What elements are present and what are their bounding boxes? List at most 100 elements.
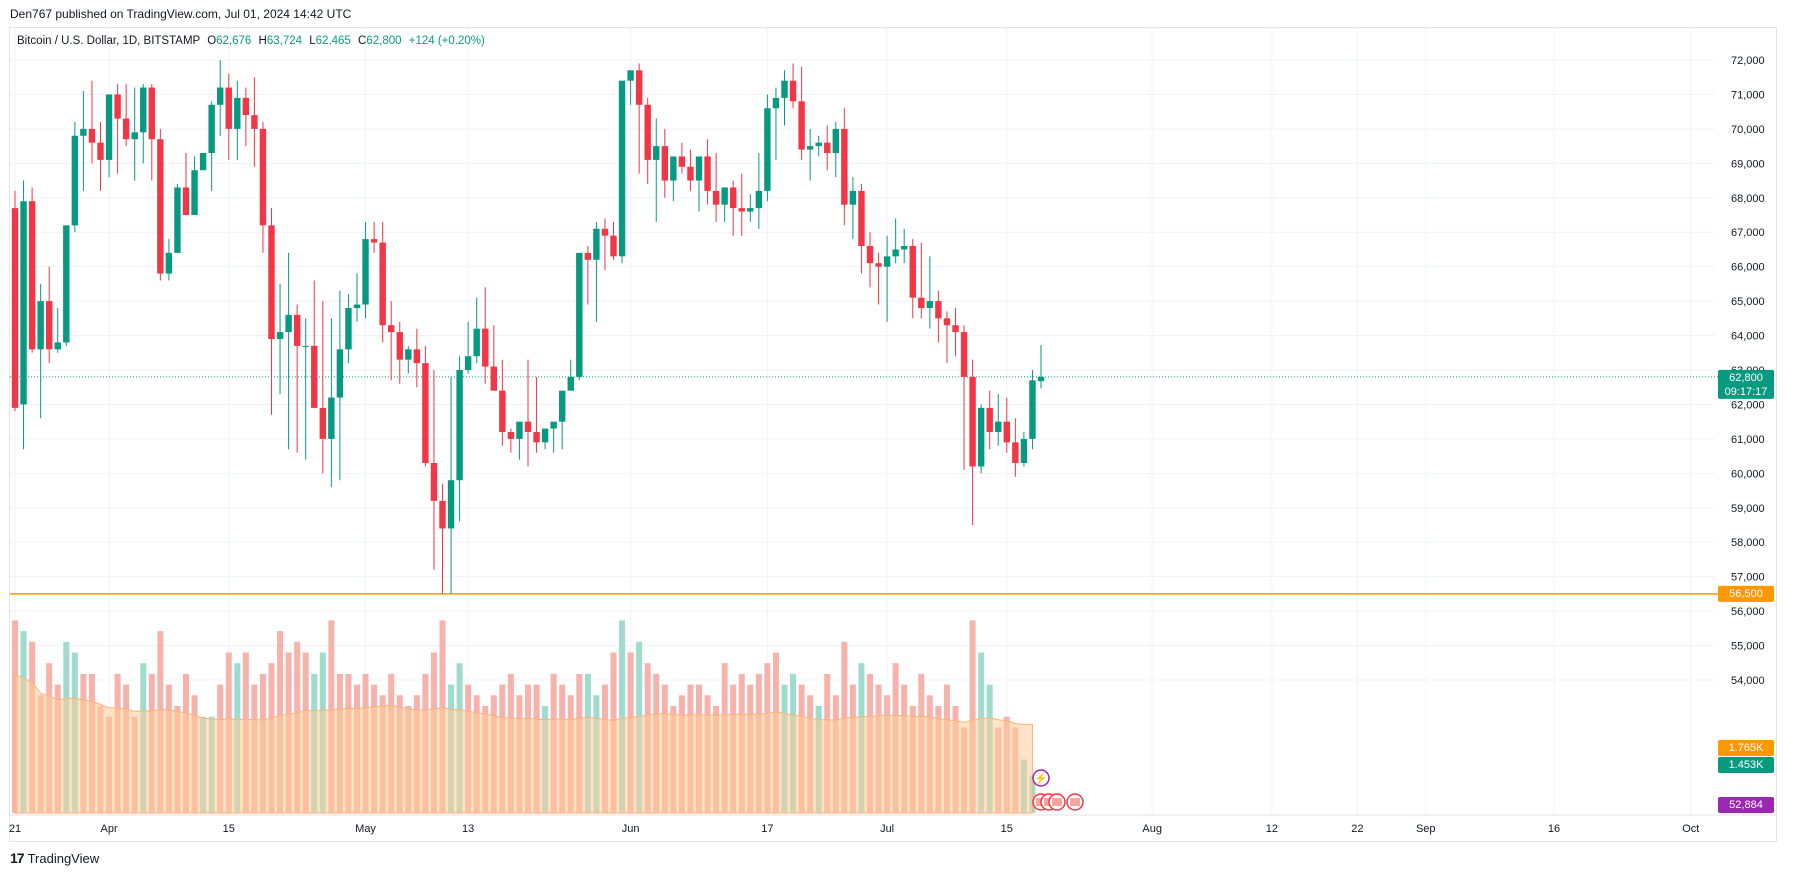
- candle-body: [157, 139, 164, 274]
- volume-tag-text: 1.765K: [1729, 742, 1765, 754]
- candle-body: [849, 190, 857, 205]
- candle-body: [456, 370, 463, 481]
- candle-body: [661, 146, 668, 181]
- candle-body: [482, 328, 489, 367]
- y-tick-label: 57,000: [1731, 572, 1765, 584]
- candle-body: [550, 421, 557, 429]
- high-value: 63,724: [266, 35, 303, 47]
- candle-body: [302, 345, 309, 347]
- candle-body: [234, 97, 241, 129]
- candle-body: [439, 500, 446, 529]
- candle-body: [97, 142, 104, 160]
- candle-body: [379, 242, 386, 326]
- candle-body: [883, 256, 891, 267]
- level-tag-text: 56,500: [1729, 588, 1763, 600]
- candle-body: [687, 166, 694, 181]
- candle-body: [627, 70, 634, 81]
- candle-body: [507, 432, 515, 439]
- candle-body: [447, 480, 455, 529]
- candle-body: [533, 432, 540, 443]
- y-tick-label: 60,000: [1731, 468, 1765, 480]
- candle-body: [319, 407, 326, 439]
- candle-body: [71, 135, 79, 226]
- y-tick-label: 62,000: [1731, 399, 1765, 411]
- candle-body: [1012, 442, 1019, 463]
- candle-body: [832, 128, 839, 153]
- candle-body: [362, 239, 369, 305]
- candle-body: [738, 208, 745, 212]
- volume-bar: [969, 620, 976, 813]
- candle-body: [336, 349, 344, 398]
- candle-body: [490, 366, 497, 391]
- candle-body: [63, 225, 70, 343]
- open-value: 62,676: [216, 35, 252, 47]
- candle-body: [541, 428, 549, 443]
- symbol-name: Bitcoin / U.S. Dollar, 1D, BITSTAMP: [17, 35, 200, 47]
- low-label: L: [309, 35, 316, 47]
- x-tick-label: Apr: [100, 823, 117, 835]
- candle-body: [122, 118, 130, 140]
- candle-body: [242, 97, 250, 116]
- candle-body: [995, 421, 1002, 432]
- y-tick-label: 65,000: [1731, 296, 1765, 308]
- x-tick-label: Jun: [622, 823, 640, 835]
- candle-body: [259, 128, 267, 226]
- volume-ma-tag-bg: [1718, 757, 1774, 773]
- candle-body: [174, 187, 181, 253]
- y-tick-label: 68,000: [1731, 193, 1765, 205]
- y-tick-label: 71,000: [1731, 89, 1765, 101]
- candle-body: [328, 397, 335, 439]
- candle-body: [46, 301, 53, 350]
- tradingview-logo-icon: 17: [10, 850, 25, 866]
- candle-body: [131, 132, 138, 140]
- candle-body: [516, 421, 523, 439]
- candle-body: [764, 108, 771, 191]
- candle-body: [199, 153, 207, 171]
- candle-body: [858, 190, 865, 246]
- candle-body: [730, 187, 737, 209]
- candle-body: [388, 325, 395, 333]
- candle-body: [789, 80, 797, 102]
- candle-body: [345, 308, 352, 350]
- candle-body: [909, 246, 916, 298]
- candle-body: [772, 97, 780, 109]
- candle-body: [670, 156, 677, 181]
- x-tick-label: Aug: [1142, 823, 1162, 835]
- candle-body: [405, 349, 412, 360]
- y-tick-label: 54,000: [1731, 675, 1765, 687]
- candle-body: [618, 80, 626, 257]
- volume-ma-tag: 1.453K: [1718, 757, 1774, 773]
- candle-body: [644, 104, 651, 160]
- last-price-tag-text: 62,800: [1729, 372, 1763, 384]
- candle-body: [37, 301, 44, 350]
- candle-body: [88, 128, 96, 143]
- candle-body: [875, 263, 882, 267]
- last-price-tag: 62,800 09:17:17: [1718, 369, 1774, 399]
- flag-stripes-icon: [1070, 798, 1080, 806]
- x-tick-label: 13: [462, 823, 474, 835]
- candle-body: [1003, 421, 1010, 443]
- candle-body: [285, 314, 292, 333]
- y-tick-label: 69,000: [1731, 158, 1765, 170]
- flag-stripes-icon: [1052, 798, 1062, 806]
- candle-body: [311, 345, 318, 408]
- volume-tag-bg: [1718, 740, 1774, 756]
- candle-body: [918, 297, 925, 308]
- time-axis: 21 Apr 15 May 13 Jun 17 Jul 15 Aug 12 22 Sep 16 Oct: [9, 814, 1776, 835]
- volume-ma-area: [14, 673, 1034, 814]
- volume-ma-tag-text: 1.453K: [1729, 759, 1765, 771]
- open-label: O: [207, 35, 217, 47]
- candle-body: [54, 342, 61, 350]
- candle-body: [11, 208, 19, 408]
- y-tick-label: 56,000: [1731, 606, 1765, 618]
- x-tick-label: Sep: [1416, 823, 1436, 835]
- candle-body: [105, 94, 113, 160]
- footer[interactable]: 17 TradingView: [10, 850, 99, 866]
- candle-body: [20, 201, 27, 405]
- candle-body: [584, 252, 592, 260]
- candle-body: [815, 142, 822, 147]
- candle-body: [276, 332, 284, 339]
- y-tick-label: 67,000: [1731, 227, 1765, 239]
- last-price-tag-text: 09:17:17: [1725, 386, 1768, 398]
